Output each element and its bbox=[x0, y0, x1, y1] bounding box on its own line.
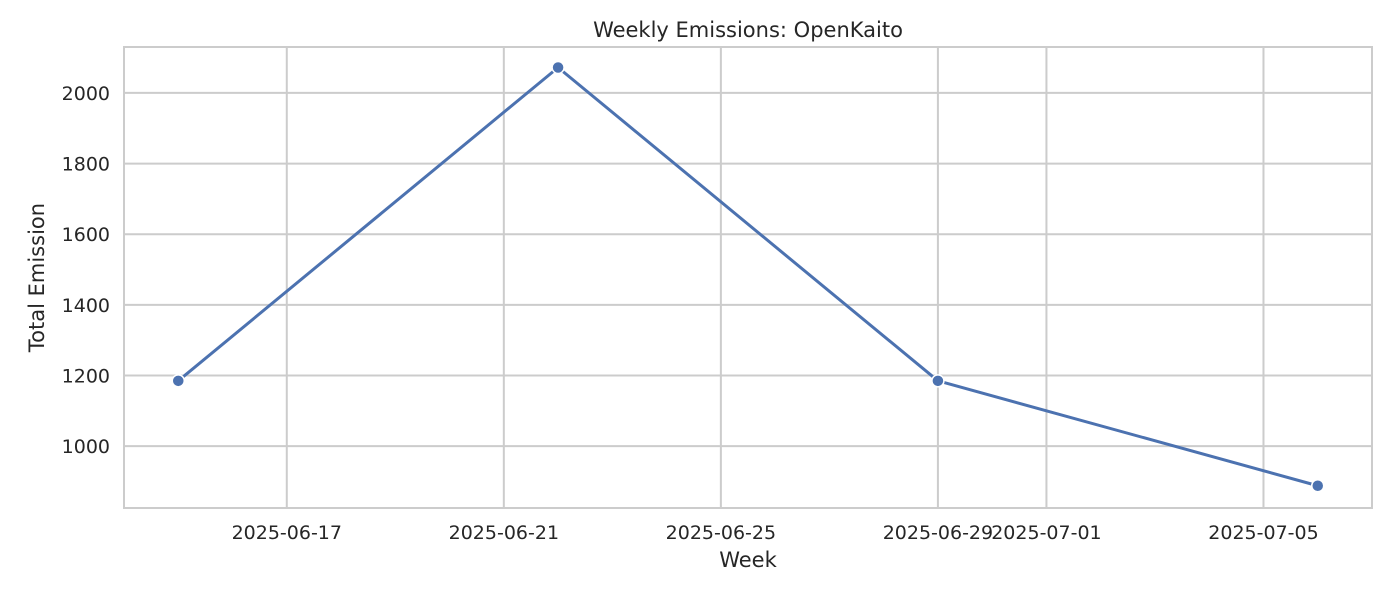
x-tick-label: 2025-07-05 bbox=[1208, 522, 1318, 544]
x-tick-label: 2025-07-01 bbox=[991, 522, 1101, 544]
y-tick-label: 1200 bbox=[62, 366, 110, 388]
x-axis-label: Week bbox=[719, 548, 777, 572]
x-tick-label: 2025-06-17 bbox=[232, 522, 342, 544]
x-tick-label: 2025-06-25 bbox=[666, 522, 776, 544]
grid-layer bbox=[124, 47, 1372, 508]
x-tick-label: 2025-06-21 bbox=[449, 522, 559, 544]
y-axis-label: Total Emission bbox=[25, 203, 49, 353]
x-tick-label: 2025-06-29 bbox=[883, 522, 993, 544]
y-tick-label: 1400 bbox=[62, 295, 110, 317]
y-tick-label: 1800 bbox=[62, 154, 110, 176]
data-point bbox=[931, 374, 945, 388]
data-point bbox=[1310, 478, 1325, 493]
data-point bbox=[171, 374, 186, 388]
series-layer bbox=[171, 60, 1325, 493]
chart-title: Weekly Emissions: OpenKaito bbox=[593, 18, 903, 42]
plot-frame bbox=[123, 46, 1373, 509]
y-tick-label: 1000 bbox=[62, 436, 110, 458]
tick-layer: 1000 1200 1400 1600 1800 2000 2025-06-17 2025-0… bbox=[62, 83, 1319, 544]
y-tick-label: 1600 bbox=[62, 224, 110, 246]
data-point bbox=[551, 60, 565, 75]
y-tick-label: 2000 bbox=[62, 83, 110, 105]
series-line bbox=[177, 65, 1319, 488]
